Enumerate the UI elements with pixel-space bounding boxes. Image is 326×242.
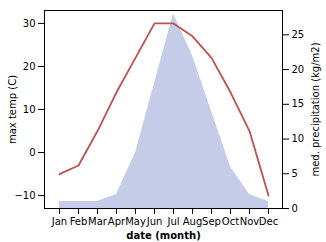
svg-text:max temp (C): max temp (C) [7, 75, 18, 144]
svg-text:0: 0 [292, 203, 298, 214]
svg-text:Jun: Jun [146, 216, 163, 227]
svg-text:Oct: Oct [222, 216, 239, 227]
svg-text:Jan: Jan [51, 216, 67, 227]
svg-text:5: 5 [292, 168, 298, 179]
svg-text:30: 30 [23, 18, 36, 29]
svg-text:Mar: Mar [88, 216, 108, 227]
svg-text:May: May [125, 216, 146, 227]
svg-text:20: 20 [23, 61, 36, 72]
svg-text:Feb: Feb [70, 216, 88, 227]
svg-text:Jul: Jul [166, 216, 179, 227]
svg-text:Apr: Apr [108, 216, 126, 227]
svg-text:0: 0 [29, 147, 35, 158]
svg-text:20: 20 [292, 64, 305, 75]
svg-text:date (month): date (month) [126, 230, 200, 241]
svg-text:25: 25 [292, 29, 305, 40]
svg-text:Nov: Nov [240, 216, 260, 227]
svg-text:15: 15 [292, 98, 305, 109]
svg-text:med. precipitation (kg/m2): med. precipitation (kg/m2) [310, 42, 321, 176]
svg-text:10: 10 [292, 133, 305, 144]
svg-text:10: 10 [23, 104, 36, 115]
svg-text:−10: −10 [14, 190, 35, 201]
svg-text:Sep: Sep [202, 216, 221, 227]
svg-text:Aug: Aug [183, 216, 203, 227]
svg-text:Dec: Dec [259, 216, 278, 227]
